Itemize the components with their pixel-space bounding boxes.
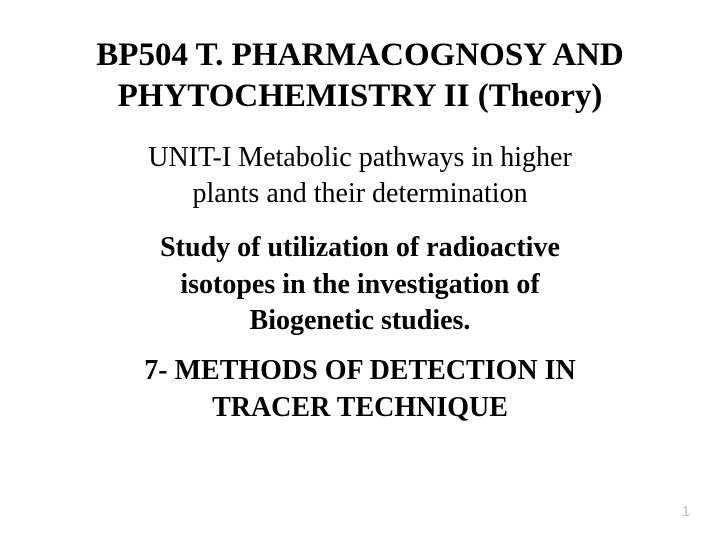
study-line-1: Study of utilization of radioactive: [160, 230, 560, 266]
methods-line-1: 7- METHODS OF DETECTION IN: [144, 353, 575, 389]
page-number: 1: [682, 503, 690, 520]
study-subtitle: Study of utilization of radioactive isot…: [160, 230, 560, 339]
unit-line-2: plants and their determination: [148, 176, 572, 212]
study-line-2: isotopes in the investigation of: [160, 267, 560, 303]
unit-subtitle: UNIT-I Metabolic pathways in higher plan…: [148, 140, 572, 213]
methods-line-2: TRACER TECHNIQUE: [144, 390, 575, 426]
title-line-2: PHYTOCHEMISTRY II (Theory): [96, 76, 623, 117]
main-title: BP504 T. PHARMACOGNOSY AND PHYTOCHEMISTR…: [96, 35, 623, 118]
title-line-1: BP504 T. PHARMACOGNOSY AND: [96, 35, 623, 76]
methods-subtitle: 7- METHODS OF DETECTION IN TRACER TECHNI…: [144, 353, 575, 426]
unit-line-1: UNIT-I Metabolic pathways in higher: [148, 140, 572, 176]
slide-content: BP504 T. PHARMACOGNOSY AND PHYTOCHEMISTR…: [60, 35, 660, 426]
study-line-3: Biogenetic studies.: [160, 303, 560, 339]
